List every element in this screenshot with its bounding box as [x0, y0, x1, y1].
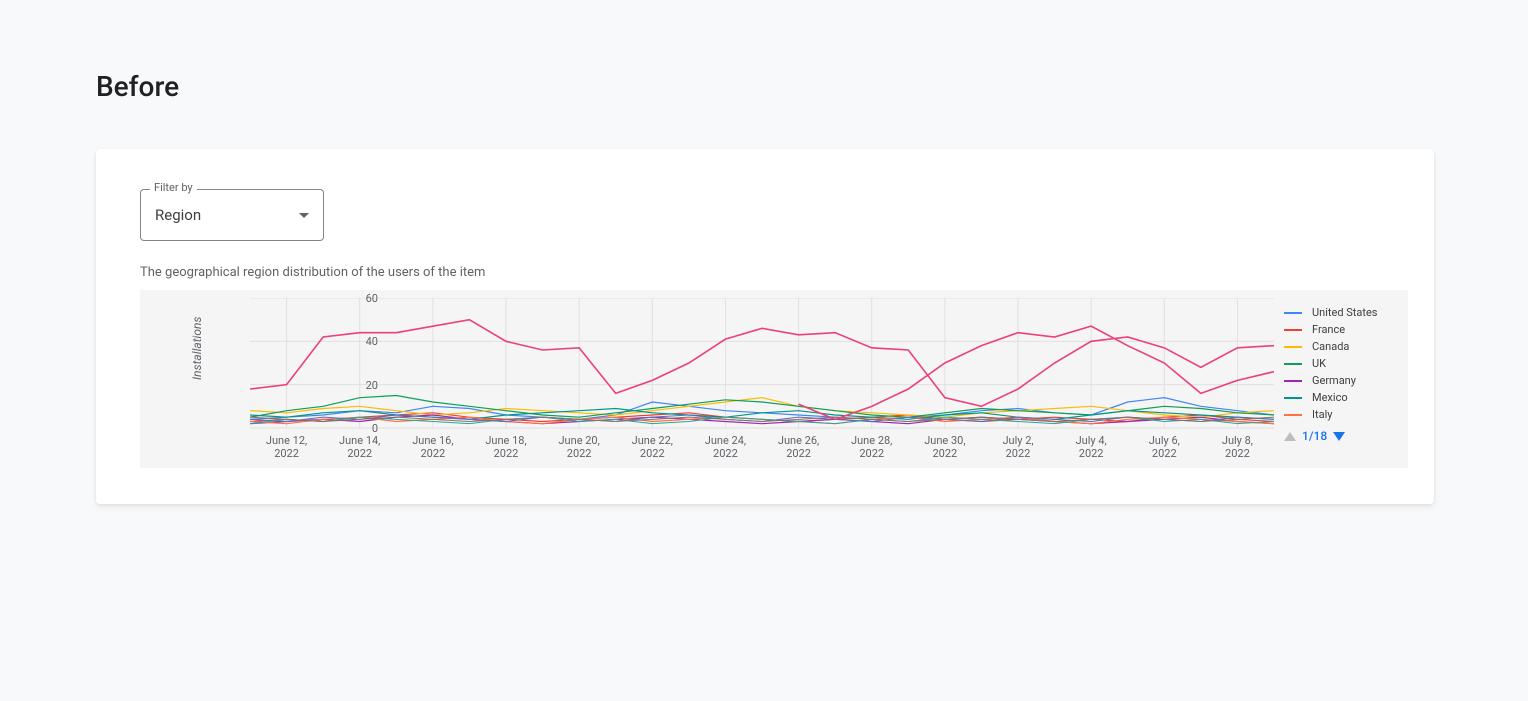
- filter-legend: Filter by: [150, 181, 197, 194]
- chart-legend: United States France Canada UK Germany Mexico…: [1284, 304, 1402, 443]
- x-tick-label: June 16,2022: [401, 434, 465, 460]
- chart-plot: [250, 298, 1274, 444]
- legend-item[interactable]: Canada: [1284, 338, 1402, 355]
- legend-swatch: [1284, 363, 1302, 365]
- x-tick-label: July 8,2022: [1205, 434, 1269, 460]
- legend-label: United States: [1312, 306, 1377, 319]
- x-tick-label: June 30,2022: [913, 434, 977, 460]
- legend-item[interactable]: Germany: [1284, 372, 1402, 389]
- x-tick-label: June 12,2022: [255, 434, 319, 460]
- legend-label: Germany: [1312, 374, 1356, 387]
- legend-item[interactable]: UK: [1284, 355, 1402, 372]
- legend-pager: 1/18: [1284, 429, 1402, 443]
- legend-swatch: [1284, 329, 1302, 331]
- legend-item[interactable]: Italy: [1284, 406, 1402, 423]
- x-tick-label: July 2,2022: [986, 434, 1050, 460]
- pager-up-icon[interactable]: [1284, 432, 1296, 441]
- x-tick-label: June 26,2022: [767, 434, 831, 460]
- x-tick-label: July 4,2022: [1059, 434, 1123, 460]
- x-tick-label: June 28,2022: [840, 434, 904, 460]
- legend-label: Mexico: [1312, 391, 1348, 404]
- analytics-card: Filter by Region The geographical region…: [96, 149, 1434, 504]
- x-tick-label: June 14,2022: [328, 434, 392, 460]
- y-tick-label: 40: [348, 335, 378, 348]
- legend-swatch: [1284, 346, 1302, 348]
- legend-swatch: [1284, 380, 1302, 382]
- x-tick-label: June 20,2022: [547, 434, 611, 460]
- legend-label: France: [1312, 323, 1345, 336]
- filter-by-dropdown[interactable]: Filter by Region: [140, 189, 324, 241]
- y-tick-label: 20: [348, 379, 378, 392]
- chart-description: The geographical region distribution of …: [140, 265, 1402, 280]
- legend-item[interactable]: France: [1284, 321, 1402, 338]
- pager-position: 1/18: [1302, 429, 1327, 443]
- y-tick-label: 60: [348, 292, 378, 305]
- legend-item[interactable]: United States: [1284, 304, 1402, 321]
- legend-swatch: [1284, 312, 1302, 314]
- legend-swatch: [1284, 397, 1302, 399]
- legend-swatch: [1284, 414, 1302, 416]
- chevron-down-icon: [299, 213, 309, 218]
- pager-down-icon[interactable]: [1333, 432, 1345, 441]
- region-distribution-chart: Installations 0204060 June 12,2022June 1…: [140, 290, 1408, 468]
- y-axis-label: Installations: [190, 317, 204, 380]
- x-tick-label: June 18,2022: [474, 434, 538, 460]
- legend-label: Italy: [1312, 408, 1332, 421]
- filter-value: Region: [155, 206, 201, 224]
- x-tick-label: July 6,2022: [1132, 434, 1196, 460]
- legend-item[interactable]: Mexico: [1284, 389, 1402, 406]
- legend-label: UK: [1312, 357, 1326, 370]
- legend-label: Canada: [1312, 340, 1349, 353]
- page-heading: Before: [96, 70, 1432, 103]
- x-tick-label: June 24,2022: [693, 434, 757, 460]
- x-tick-label: June 22,2022: [620, 434, 684, 460]
